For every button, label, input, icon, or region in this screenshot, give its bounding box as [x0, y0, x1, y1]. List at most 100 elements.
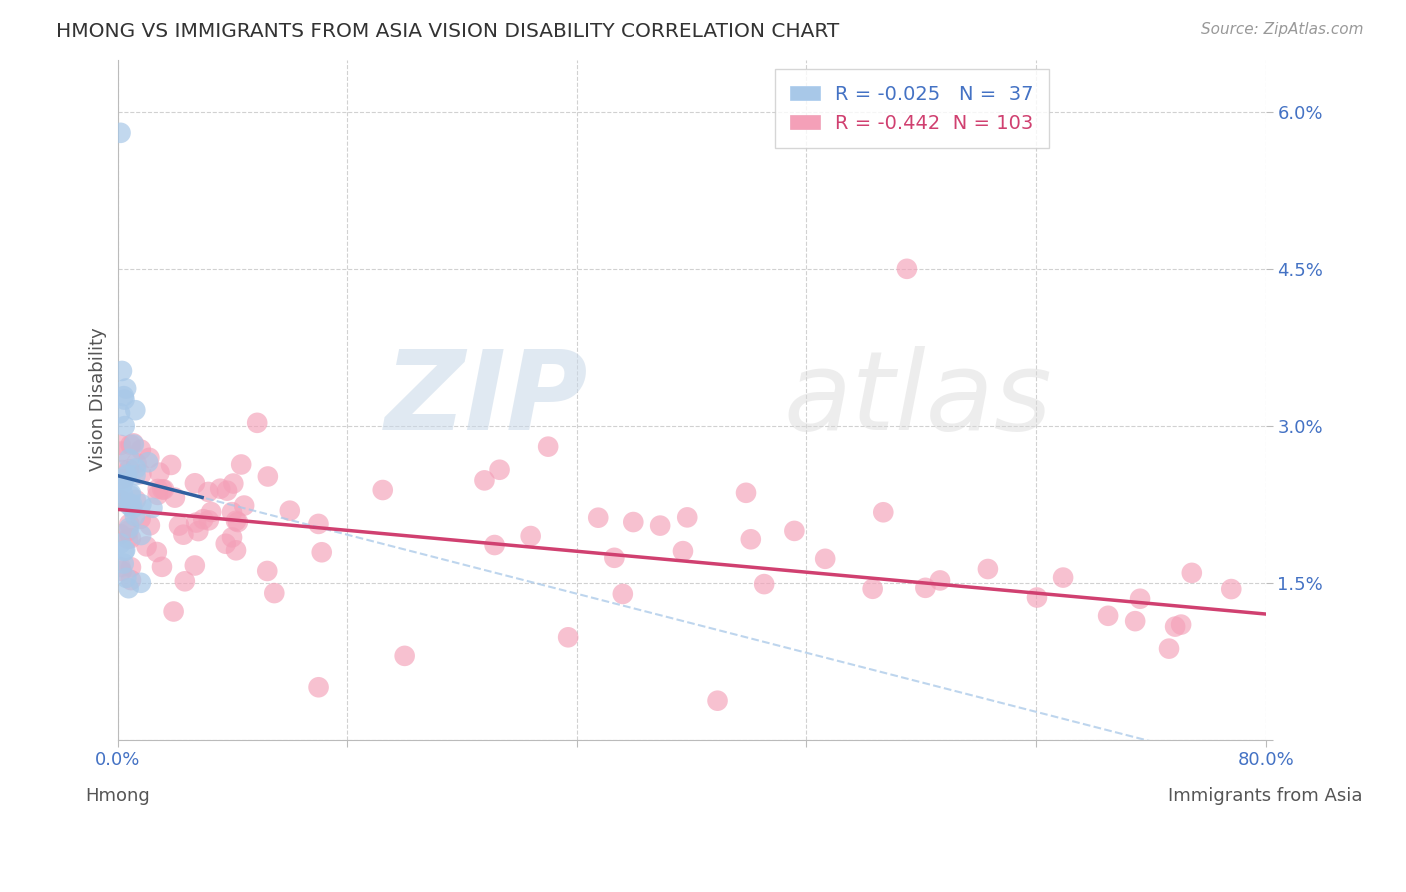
Point — [222, 476, 245, 491]
Point — [488, 463, 510, 477]
Point — [1181, 566, 1204, 580]
Point — [111, 564, 134, 578]
Point — [120, 531, 142, 545]
Point — [121, 501, 143, 516]
Y-axis label: Vision Disability: Vision Disability — [89, 327, 107, 472]
Point — [110, 493, 132, 508]
Point — [209, 482, 232, 496]
Point — [117, 532, 139, 546]
Point — [862, 582, 884, 596]
Point — [198, 513, 221, 527]
Point — [484, 538, 506, 552]
Point — [124, 508, 146, 523]
Point — [308, 516, 330, 531]
Point — [112, 544, 135, 558]
Point — [118, 521, 141, 535]
Point — [394, 648, 416, 663]
Point — [118, 462, 141, 476]
Point — [120, 438, 142, 452]
Point — [108, 406, 131, 420]
Point — [1123, 614, 1146, 628]
Text: HMONG VS IMMIGRANTS FROM ASIA VISION DISABILITY CORRELATION CHART: HMONG VS IMMIGRANTS FROM ASIA VISION DIS… — [56, 22, 839, 41]
Point — [129, 442, 152, 457]
Point — [131, 467, 153, 482]
Point — [124, 403, 146, 417]
Point — [215, 537, 238, 551]
Point — [650, 518, 672, 533]
Point — [308, 680, 330, 694]
Point — [112, 557, 135, 571]
Point — [1157, 641, 1180, 656]
Point — [167, 518, 190, 533]
Point — [111, 463, 134, 477]
Point — [172, 527, 194, 541]
Point — [1170, 617, 1192, 632]
Point — [131, 497, 153, 511]
Point — [111, 364, 134, 378]
Point — [193, 512, 215, 526]
Point — [110, 492, 132, 507]
Text: Source: ZipAtlas.com: Source: ZipAtlas.com — [1201, 22, 1364, 37]
Point — [110, 475, 132, 490]
Point — [184, 516, 207, 530]
Point — [914, 581, 936, 595]
Point — [124, 468, 146, 483]
Point — [120, 488, 142, 502]
Point — [129, 575, 152, 590]
Point — [187, 524, 209, 538]
Text: Immigrants from Asia: Immigrants from Asia — [1168, 787, 1362, 805]
Point — [233, 499, 256, 513]
Point — [114, 543, 136, 558]
Text: atlas: atlas — [783, 346, 1052, 453]
Point — [896, 261, 918, 276]
Legend: R = -0.025   N =  37, R = -0.442  N = 103: R = -0.025 N = 37, R = -0.442 N = 103 — [775, 70, 1049, 148]
Point — [783, 524, 806, 538]
Point — [125, 456, 148, 470]
Point — [129, 528, 152, 542]
Point — [110, 536, 132, 550]
Point — [246, 416, 269, 430]
Point — [311, 545, 333, 559]
Point — [150, 559, 173, 574]
Point — [676, 510, 699, 524]
Point — [263, 586, 285, 600]
Point — [184, 558, 207, 573]
Point — [115, 469, 138, 483]
Point — [225, 514, 247, 528]
Point — [120, 486, 142, 500]
Point — [814, 551, 837, 566]
Point — [371, 483, 394, 497]
Point — [200, 505, 222, 519]
Point — [740, 533, 762, 547]
Point — [150, 483, 173, 497]
Point — [136, 455, 159, 469]
Point — [114, 392, 136, 407]
Point — [537, 440, 560, 454]
Point — [173, 574, 195, 589]
Point — [225, 543, 247, 558]
Point — [754, 577, 776, 591]
Point — [122, 437, 145, 451]
Point — [125, 493, 148, 508]
Point — [138, 450, 160, 465]
Point — [112, 389, 135, 403]
Point — [474, 474, 496, 488]
Point — [278, 504, 301, 518]
Point — [221, 530, 243, 544]
Point — [612, 587, 634, 601]
Point — [603, 550, 626, 565]
Point — [977, 562, 1000, 576]
Point — [115, 382, 138, 396]
Point — [110, 126, 132, 140]
Point — [120, 573, 142, 587]
Point — [111, 472, 134, 486]
Point — [231, 458, 253, 472]
Point — [221, 505, 243, 519]
Point — [118, 496, 141, 510]
Point — [672, 544, 695, 558]
Point — [163, 491, 186, 505]
Point — [735, 485, 758, 500]
Point — [148, 466, 170, 480]
Point — [1052, 571, 1074, 585]
Point — [153, 483, 176, 497]
